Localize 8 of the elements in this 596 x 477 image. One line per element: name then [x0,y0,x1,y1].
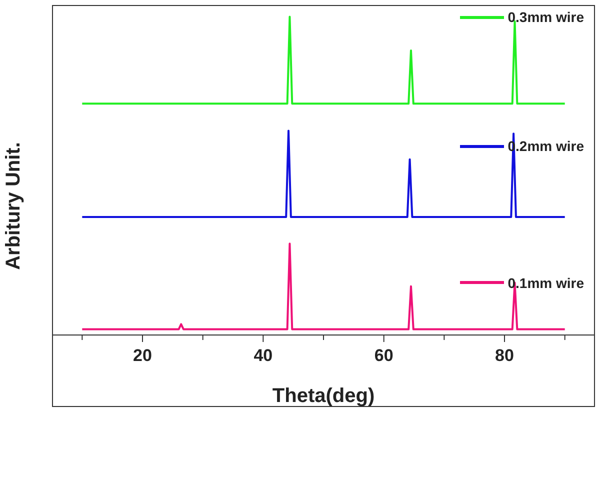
x-axis-title: Theta(deg) [272,385,375,407]
x-tick-label: 80 [495,346,514,365]
x-tick-label: 60 [374,346,394,365]
x-tick-label: 20 [133,346,152,365]
y-axis-title: Arbitury Unit. [2,142,26,270]
legend-label: 0.1mm wire [508,274,584,291]
x-tick-label: 40 [254,346,273,365]
legend-label: 0.3mm wire [508,9,584,25]
